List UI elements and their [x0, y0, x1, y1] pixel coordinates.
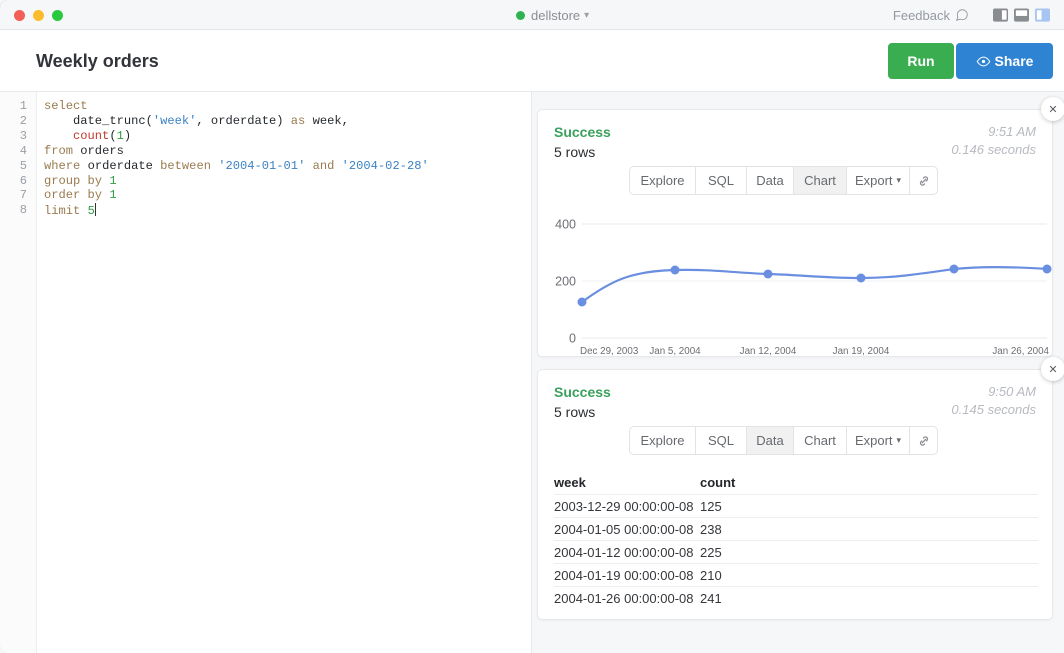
svg-text:200: 200	[555, 275, 576, 289]
svg-text:Jan 5, 2004: Jan 5, 2004	[649, 346, 701, 357]
svg-text:0: 0	[569, 332, 576, 346]
svg-text:Jan 12, 2004: Jan 12, 2004	[740, 346, 797, 357]
svg-text:Jan 19, 2004: Jan 19, 2004	[833, 346, 890, 357]
svg-text:Dec 29, 2003: Dec 29, 2003	[580, 346, 639, 357]
svg-text:Jan 26, 2004: Jan 26, 2004	[992, 346, 1049, 357]
svg-text:400: 400	[555, 218, 576, 232]
